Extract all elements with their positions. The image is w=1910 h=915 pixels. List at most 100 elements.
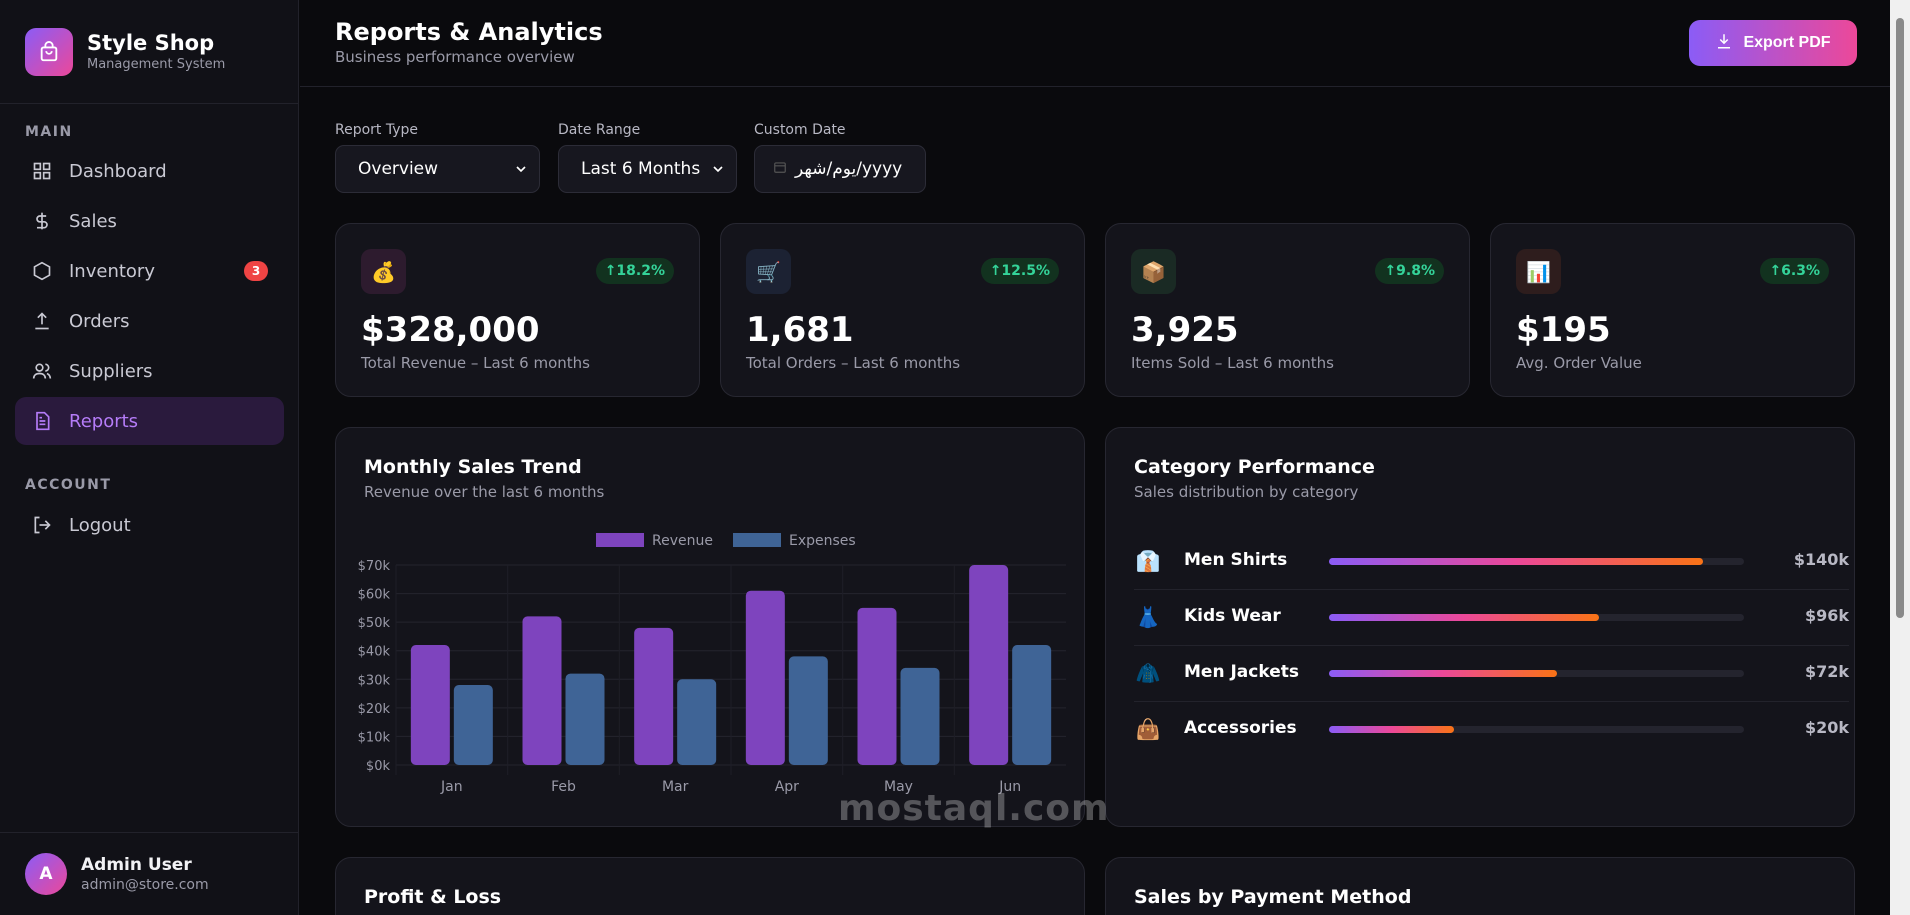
category-progress-track [1329, 558, 1744, 565]
bar-expenses [453, 685, 493, 765]
y-tick-label: $60k [358, 588, 391, 603]
date-range-label: Date Range [558, 122, 641, 138]
user-profile[interactable]: A Admin User admin@store.com [0, 832, 299, 915]
stat-label: Avg. Order Value [1516, 354, 1642, 372]
panel-title: Monthly Sales Trend [364, 456, 582, 478]
report-type-value: Overview [358, 159, 439, 179]
stat-card-orders: 🛒 ↑12.5% 1,681 Total Orders – Last 6 mon… [720, 223, 1085, 397]
brand-name: Style Shop [87, 31, 215, 55]
stat-label: Items Sold – Last 6 months [1131, 354, 1334, 372]
stat-value: 1,681 [746, 310, 854, 350]
watermark: mostaql.com [838, 788, 1110, 829]
bar-expenses [900, 667, 940, 765]
scrollbar-thumb[interactable] [1896, 18, 1904, 618]
sidebar-item-reports[interactable]: Reports [15, 397, 284, 445]
upload-icon [31, 310, 53, 332]
nav-section-account: ACCOUNT [25, 477, 112, 493]
category-progress-fill [1329, 614, 1599, 621]
monthly-sales-panel: Monthly Sales Trend Revenue over the las… [335, 427, 1085, 827]
category-row: 👗 Kids Wear $96k [1134, 590, 1849, 646]
shirt-icon: 👔 [1135, 549, 1161, 573]
legend-label: Expenses [789, 533, 856, 549]
category-progress-track [1329, 670, 1744, 677]
category-progress-fill [1329, 558, 1703, 565]
jacket-icon: 🧥 [1135, 661, 1161, 685]
category-name: Men Shirts [1184, 550, 1288, 570]
sidebar-item-label: Sales [69, 210, 117, 232]
handbag-icon: 👜 [1135, 717, 1161, 741]
export-pdf-button[interactable]: Export PDF [1689, 20, 1857, 66]
logout-icon [31, 514, 53, 536]
sidebar-item-label: Reports [69, 410, 139, 432]
sidebar-item-logout[interactable]: Logout [15, 501, 284, 549]
calendar-icon [773, 159, 787, 179]
sidebar: Style Shop Management System MAIN Dashbo… [0, 0, 299, 915]
brand: Style Shop Management System [0, 0, 298, 104]
bar-expenses [677, 679, 717, 765]
report-type-label: Report Type [335, 122, 419, 138]
category-row: 👔 Men Shirts $140k [1134, 534, 1849, 590]
profit-loss-panel: Profit & Loss [335, 857, 1085, 915]
bar-revenue [522, 616, 562, 765]
package-icon: 📦 [1131, 249, 1176, 294]
custom-date-label: Custom Date [754, 122, 846, 138]
brand-subtitle: Management System [87, 57, 226, 72]
panel-title: Category Performance [1134, 456, 1375, 478]
bar-chart-icon: 📊 [1516, 249, 1561, 294]
bar-revenue [634, 627, 674, 765]
grid-icon [31, 160, 53, 182]
page-title: Reports & Analytics [335, 18, 603, 46]
download-icon [1715, 32, 1733, 55]
panel-subtitle: Sales distribution by category [1134, 483, 1359, 501]
panel-title: Sales by Payment Method [1134, 886, 1412, 908]
y-tick-label: $70k [358, 559, 391, 574]
sidebar-item-label: Dashboard [69, 160, 167, 182]
export-pdf-label: Export PDF [1743, 34, 1831, 51]
panel-subtitle: Revenue over the last 6 months [364, 483, 605, 501]
report-type-select[interactable]: Overview [335, 145, 540, 193]
category-progress-fill [1329, 726, 1454, 733]
bar-revenue [969, 565, 1009, 765]
sidebar-item-label: Suppliers [69, 360, 153, 382]
bar-expenses [1012, 645, 1052, 765]
sidebar-item-suppliers[interactable]: Suppliers [15, 347, 284, 395]
sidebar-item-orders[interactable]: Orders [15, 297, 284, 345]
dress-icon: 👗 [1135, 605, 1161, 629]
avatar: A [25, 853, 67, 895]
x-tick-label: Mar [662, 779, 689, 795]
sidebar-item-label: Logout [69, 514, 131, 536]
category-name: Kids Wear [1184, 606, 1281, 626]
payment-method-panel: Sales by Payment Method [1105, 857, 1855, 915]
x-tick-label: Apr [775, 779, 799, 795]
stat-change: ↑18.2% [595, 258, 674, 284]
category-value: $140k [1793, 550, 1849, 569]
category-name: Accessories [1184, 718, 1297, 738]
category-progress-track [1329, 614, 1744, 621]
category-value: $72k [1804, 662, 1849, 681]
y-tick-label: $50k [358, 616, 391, 631]
category-progress-track [1329, 726, 1744, 733]
y-tick-label: $10k [358, 730, 391, 745]
date-range-value: Last 6 Months [581, 159, 701, 179]
shopping-bag-icon [25, 27, 73, 76]
category-value: $96k [1804, 606, 1849, 625]
date-range-select[interactable]: Last 6 Months [558, 145, 737, 193]
bar-revenue [410, 645, 450, 765]
category-row: 🧥 Men Jackets $72k [1134, 646, 1849, 702]
scrollbar[interactable] [1890, 0, 1910, 915]
custom-date-input[interactable]: يوم/شهر/yyyy [754, 145, 926, 193]
sidebar-item-label: Inventory [69, 260, 155, 282]
category-progress-fill [1329, 670, 1558, 677]
y-tick-label: $20k [358, 702, 391, 717]
legend-label: Revenue [652, 533, 713, 549]
sidebar-item-inventory[interactable]: Inventory 3 [15, 247, 284, 295]
money-bag-icon: 💰 [361, 249, 406, 294]
sidebar-item-sales[interactable]: Sales [15, 197, 284, 245]
stat-card-items-sold: 📦 ↑9.8% 3,925 Items Sold – Last 6 months [1105, 223, 1470, 397]
inventory-badge: 3 [244, 261, 268, 281]
user-email: admin@store.com [81, 877, 209, 893]
stat-value: 3,925 [1131, 310, 1239, 350]
sidebar-item-dashboard[interactable]: Dashboard [15, 147, 284, 195]
bar-expenses [565, 673, 605, 765]
